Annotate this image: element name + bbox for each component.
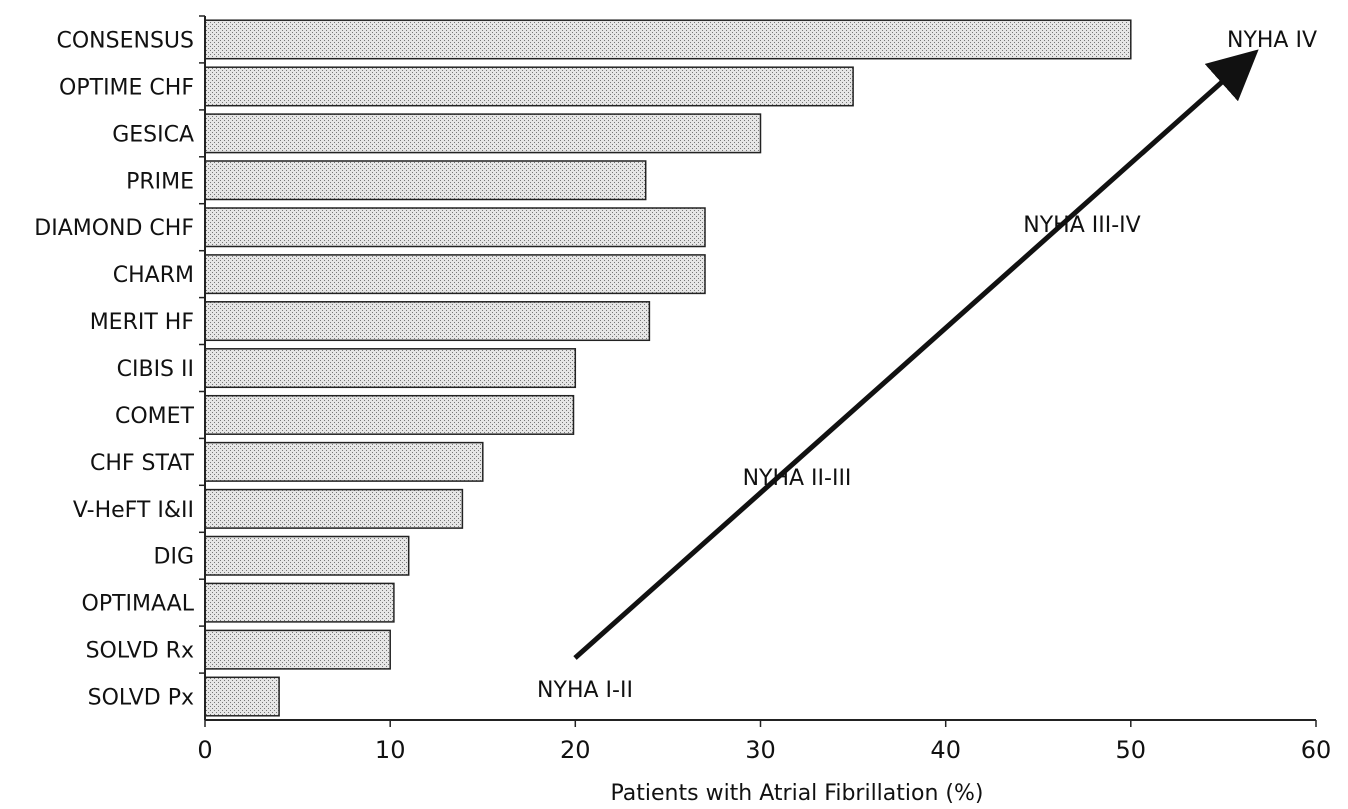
x-tick-label: 40 [930,736,961,764]
category-label: CHF STAT [90,451,195,476]
annotation-nyha-ii-iii: NYHA II-III [743,466,852,491]
category-label: DIAMOND CHF [34,216,194,241]
bar [205,443,483,482]
category-label: CHARM [113,263,194,288]
category-label: DIG [154,545,194,570]
bar [205,114,761,153]
x-tick-label: 60 [1301,736,1332,764]
bar [205,208,705,247]
bar [205,161,646,200]
category-label: COMET [115,404,195,429]
annotation-nyha-iv: NYHA IV [1227,28,1317,53]
category-label: OPTIMAAL [82,592,195,617]
bar [205,67,853,106]
annotation-nyha-iii-iv: NYHA III-IV [1023,213,1140,238]
x-tick-label: 50 [1116,736,1147,764]
x-tick-label: 30 [745,736,776,764]
category-label: V-HeFT I&II [73,498,194,523]
category-label: SOLVD Px [88,686,194,711]
bar [205,490,462,528]
nyha-trend-arrow [575,66,1240,658]
bar [205,255,705,294]
bar [205,583,394,622]
x-tick-label: 20 [560,736,591,764]
category-labels: CONSENSUS OPTIME CHF GESICA PRIME DIAMOND CH… [34,16,205,711]
bar [205,396,574,435]
bar [205,302,649,341]
category-label: GESICA [112,122,194,147]
bar [205,677,279,716]
bar [205,20,1131,59]
bars-group [205,20,1131,716]
category-label: OPTIME CHF [59,75,194,100]
category-label: PRIME [126,169,194,194]
x-axis-title: Patients with Atrial Fibrillation (%) [611,781,984,806]
x-tick-label: 0 [197,736,212,764]
bar [205,630,390,669]
bar [205,537,409,576]
annotation-nyha-i-ii: NYHA I-II [537,678,633,703]
x-ticks-group: 0 10 20 30 40 50 60 [197,720,1331,764]
category-label: MERIT HF [90,310,194,335]
x-tick-label: 10 [375,736,406,764]
category-label: SOLVD Rx [86,639,194,664]
category-label: CONSENSUS [57,29,195,54]
category-label: CIBIS II [117,357,194,382]
bar [205,349,575,388]
